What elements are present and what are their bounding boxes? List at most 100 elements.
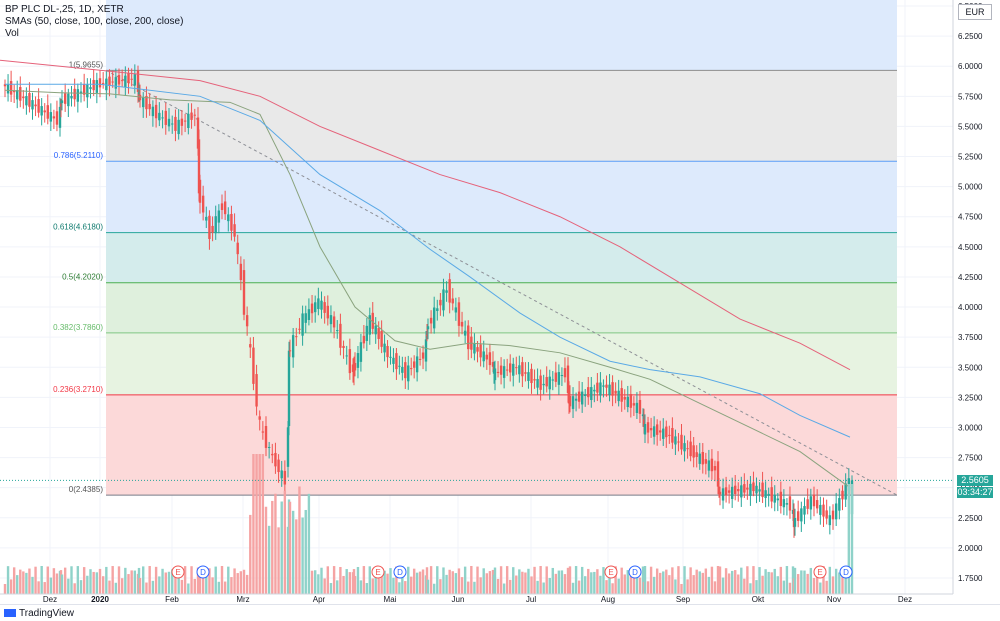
- candle-body: [632, 403, 636, 406]
- volume-bar: [445, 574, 448, 594]
- candle-body: [599, 382, 602, 396]
- volume-bar: [730, 570, 734, 594]
- candle-body: [662, 428, 665, 439]
- volume-bar: [320, 567, 323, 594]
- volume-bar: [34, 566, 37, 594]
- candle-body: [671, 427, 674, 443]
- y-tick-label: 3.0000: [958, 423, 983, 432]
- candle-body: [22, 96, 25, 99]
- volume-bar: [43, 582, 46, 594]
- volume-bar: [117, 566, 121, 594]
- candle-body: [485, 354, 489, 360]
- volume-bar: [362, 566, 366, 594]
- price-chart[interactable]: 1(5.9655) 0.786(5.2110) 0.618(4.6180) 0.5(4…: [0, 0, 1000, 604]
- volume-bar: [584, 576, 587, 594]
- candle-body: [608, 384, 611, 396]
- volume-bar: [291, 510, 295, 594]
- volume-bar: [264, 506, 268, 594]
- volume-bar: [271, 500, 274, 594]
- candle-body: [800, 508, 803, 522]
- volume-legend[interactable]: Vol: [5, 28, 19, 39]
- volume-bar: [773, 568, 776, 594]
- volume-bar: [641, 566, 645, 594]
- candle-body: [286, 427, 290, 467]
- candle-body: [623, 396, 626, 400]
- volume-bar: [536, 580, 539, 594]
- currency-badge[interactable]: EUR: [958, 4, 992, 20]
- volume-bar: [698, 571, 701, 594]
- volume-bar: [770, 572, 773, 594]
- volume-bar: [73, 583, 76, 594]
- tradingview-logo[interactable]: TradingView: [4, 608, 74, 619]
- sma-legend[interactable]: SMAs (50, close, 100, close, 200, close): [5, 16, 184, 27]
- volume-bar: [755, 580, 758, 594]
- volume-bar: [158, 576, 161, 594]
- candle-body: [86, 84, 89, 98]
- volume-bar: [40, 566, 43, 594]
- volume-bar: [108, 580, 111, 594]
- candle-body: [730, 486, 734, 499]
- fib-zone: [106, 70, 897, 162]
- candle-body: [536, 378, 539, 388]
- candle-body: [25, 96, 28, 106]
- volume-bar: [383, 570, 386, 594]
- volume-bar: [261, 454, 265, 594]
- fib-zone-top: [106, 0, 897, 71]
- candle-body: [114, 77, 118, 89]
- candle-body: [788, 496, 792, 511]
- volume-bar: [145, 582, 148, 594]
- volume-bar: [629, 570, 633, 594]
- volume-bar: [329, 583, 333, 594]
- volume-bar: [317, 574, 320, 594]
- volume-bar: [844, 569, 847, 594]
- x-tick-label: Aug: [601, 595, 615, 604]
- candle-body: [515, 367, 518, 369]
- volume-bar: [187, 583, 190, 594]
- candle-body: [133, 74, 137, 86]
- volume-bar: [724, 568, 728, 594]
- candle-body: [392, 357, 395, 364]
- volume-bar: [668, 575, 671, 594]
- candle-body: [348, 349, 352, 374]
- candle-body: [158, 112, 161, 121]
- candle-body: [352, 365, 356, 377]
- volume-bar: [171, 569, 174, 594]
- volume-bar: [295, 519, 298, 594]
- candle-body: [710, 458, 714, 472]
- volume-bar: [148, 566, 151, 594]
- chart-title: BP PLC DL-,25, 1D, XETR: [5, 4, 124, 15]
- volume-bar: [617, 578, 620, 594]
- volume-bar: [560, 570, 564, 594]
- volume-bar: [111, 566, 114, 594]
- volume-bar: [611, 583, 614, 594]
- candle-body: [52, 116, 56, 119]
- fib-level-label: 1(5.9655): [69, 60, 104, 69]
- candle-body: [95, 80, 99, 93]
- candle-body: [117, 75, 121, 85]
- volume-bar: [482, 568, 485, 594]
- volume-bar: [9, 579, 13, 594]
- candle-body: [190, 112, 193, 120]
- volume-bar: [548, 577, 551, 594]
- volume-bar: [515, 575, 518, 594]
- volume-bar: [120, 578, 124, 594]
- y-tick-label: 4.5000: [958, 243, 983, 252]
- candle-body: [40, 106, 43, 116]
- candle-body: [761, 482, 764, 498]
- candle-body: [496, 371, 500, 373]
- volume-bar: [831, 576, 835, 594]
- volume-bar: [577, 580, 581, 594]
- volume-bar: [659, 572, 662, 594]
- candle-body: [692, 445, 695, 458]
- volume-bar: [415, 572, 419, 594]
- volume-bar: [380, 570, 383, 594]
- volume-bar: [796, 574, 800, 594]
- candle-body: [512, 363, 515, 376]
- event-label: D: [632, 568, 638, 577]
- volume-bar: [255, 454, 258, 594]
- volume-bar: [359, 580, 363, 594]
- event-marker: [839, 565, 853, 579]
- candle-body: [37, 99, 40, 113]
- y-tick-label: 5.0000: [958, 183, 983, 192]
- tradingview-icon: [4, 609, 16, 618]
